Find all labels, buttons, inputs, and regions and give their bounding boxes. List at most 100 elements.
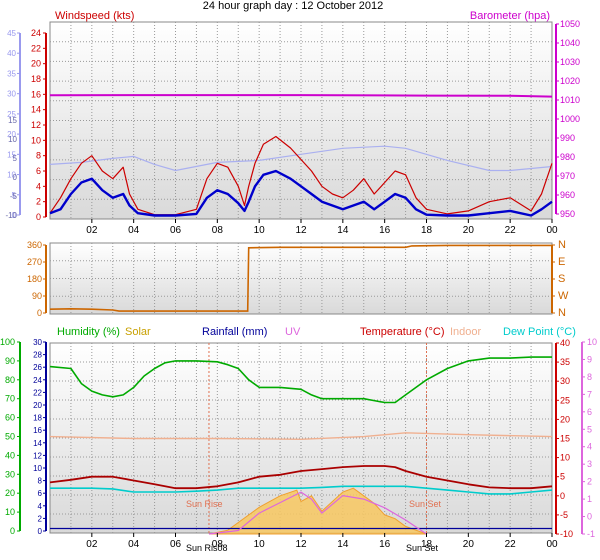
temperature-scale-tick-label: 30	[560, 376, 570, 386]
temp-hum-x-tick-label: 02	[86, 539, 98, 550]
rainfall-scale-tick-label: 18	[33, 414, 42, 423]
barometer-scale-tick-label: 1040	[560, 38, 580, 48]
direction-scale-tick-label: 360	[27, 240, 42, 250]
humidity-scale-tick-label: 0	[10, 526, 15, 536]
barometer-scale-tick-label: 1030	[560, 57, 580, 67]
rainfall-scale-tick-label: 20	[33, 401, 42, 410]
legend-rainfall: Rainfall (mm)	[202, 326, 267, 338]
aux-scale-tick-label: 15	[8, 116, 17, 125]
rainfall-scale-tick-label: 10	[33, 464, 42, 473]
wind-baro-x-tick-label: 04	[128, 225, 140, 236]
wind-direction-line	[49, 244, 552, 312]
barometer-scale-tick-label: 980	[560, 152, 575, 162]
temp-hum-x-tick-label: 00	[546, 539, 558, 550]
aux-scale-tick-label: 5	[13, 154, 18, 163]
barometer-line	[49, 94, 553, 98]
legend-uv: UV	[285, 326, 301, 338]
aux-scale-tick-label: 10	[8, 135, 17, 144]
winddir-scale-tick-label: 25	[7, 110, 16, 119]
wind-baro-x-tick-label: 16	[379, 225, 391, 236]
wind-baro-x-tick-label: 08	[212, 225, 224, 236]
wind-speed-line	[49, 135, 553, 216]
sunset-time-label: Sun Set	[406, 543, 439, 553]
rainfall-scale-tick-label: 12	[33, 451, 42, 460]
uv-scale-tick-label: 3	[587, 459, 592, 469]
barometer-scale-tick-label: 970	[560, 171, 575, 181]
temperature-scale-tick-label: 40	[560, 338, 570, 348]
uv-scale-tick-label: 6	[587, 407, 592, 417]
barometer-scale-tick-label: 1000	[560, 114, 580, 124]
legend-dewpoint: Dew Point (°C)	[503, 326, 576, 338]
sunrise-label: Sun Rise	[186, 499, 223, 509]
direction-scale-tick-label: 90	[32, 291, 42, 301]
wind-gust-line	[49, 169, 553, 217]
uv-scale-tick-label: 9	[587, 354, 592, 364]
windspeed-scale-tick-label: 2	[36, 197, 41, 207]
temperature-scale-tick-label: 20	[560, 414, 570, 424]
rainfall-scale-tick-label: 28	[33, 351, 42, 360]
temp-hum-x-tick-label: 20	[463, 539, 475, 550]
uv-line	[208, 491, 427, 535]
sunrise-time-label: Sun Ris08	[186, 543, 228, 553]
windspeed-scale-tick-label: 20	[31, 59, 41, 69]
temp-hum-x-tick-label: 16	[379, 539, 391, 550]
humidity-scale-tick-label: 20	[5, 488, 15, 498]
legend-solar: Solar	[125, 326, 151, 338]
temp-hum-x-tick-label: 08	[212, 539, 224, 550]
humidity-scale-tick-label: 60	[5, 413, 15, 423]
temp-hum-x-tick-label: 06	[170, 539, 182, 550]
barometer-scale-tick-label: 960	[560, 190, 575, 200]
temperature-line	[49, 465, 553, 490]
windspeed-scale-tick-label: 16	[31, 89, 41, 99]
humidity-scale-tick-label: 30	[5, 469, 15, 479]
rainfall-scale-tick-label: 16	[33, 426, 42, 435]
compass-scale-tick-label: S	[558, 273, 565, 285]
temp-hum-x-tick-label: 14	[337, 539, 349, 550]
wind-baro-x-tick-label: 10	[254, 225, 266, 236]
winddir-scale-tick-label: 15	[7, 150, 16, 159]
direction-scale-tick-label: 0	[37, 308, 42, 318]
winddir-scale-tick-label: 45	[7, 29, 16, 38]
aux-scale-tick-label: -10	[5, 211, 17, 220]
uv-scale-tick-label: 8	[587, 372, 592, 382]
uv-scale-tick-label: 7	[587, 389, 592, 399]
indoor-line	[49, 432, 553, 440]
direction-scale-tick-label: 180	[27, 274, 42, 284]
windspeed-scale-tick-label: 6	[36, 166, 41, 176]
legend-humidity: Humidity (%)	[57, 326, 120, 338]
rainfall-scale-tick-label: 30	[33, 338, 42, 347]
temperature-scale-tick-label: 15	[560, 434, 570, 444]
wind-baro-x-tick-label: 14	[337, 225, 349, 236]
solar-area	[208, 487, 427, 535]
barometer-axis-title: Barometer (hpa)	[470, 10, 550, 22]
barometer-scale-tick-label: 1050	[560, 19, 580, 29]
windspeed-scale-tick-label: 12	[31, 120, 41, 130]
rainfall-scale-tick-label: 24	[33, 376, 42, 385]
compass-scale-tick-label: W	[558, 290, 569, 302]
windspeed-scale-tick-label: 4	[36, 181, 41, 191]
winddir-scale-tick-label: 5	[12, 191, 17, 200]
wind-baro-x-tick-label: 22	[505, 225, 517, 236]
winddir-scale-tick-label: 40	[7, 49, 16, 58]
winddir-scale-tick-label: 35	[7, 69, 16, 78]
uv-scale-tick-label: 5	[587, 424, 592, 434]
humidity-scale-tick-label: 100	[0, 337, 15, 347]
uv-scale-tick-label: 2	[587, 477, 592, 487]
temperature-scale-tick-label: 0	[560, 491, 565, 501]
windspeed-scale-tick-label: 14	[31, 105, 41, 115]
temp-hum-x-tick-label: 04	[128, 539, 140, 550]
uv-scale-tick-label: -1	[587, 529, 595, 539]
aux-scale-tick-label: -5	[10, 192, 18, 201]
humidity-scale-tick-label: 10	[5, 507, 15, 517]
rainfall-scale-tick-label: 0	[38, 527, 43, 536]
rainfall-scale-tick-label: 6	[38, 489, 43, 498]
winddir-scale-tick-label: 10	[7, 171, 16, 180]
winddir-faint-line	[49, 145, 553, 172]
humidity-scale-tick-label: 70	[5, 394, 15, 404]
rainfall-scale-tick-label: 14	[33, 439, 42, 448]
compass-scale-tick-label: N	[558, 307, 566, 319]
rainfall-scale-tick-label: 8	[38, 477, 43, 486]
rainfall-scale-tick-label: 4	[38, 502, 43, 511]
temperature-scale-tick-label: -10	[560, 529, 573, 539]
